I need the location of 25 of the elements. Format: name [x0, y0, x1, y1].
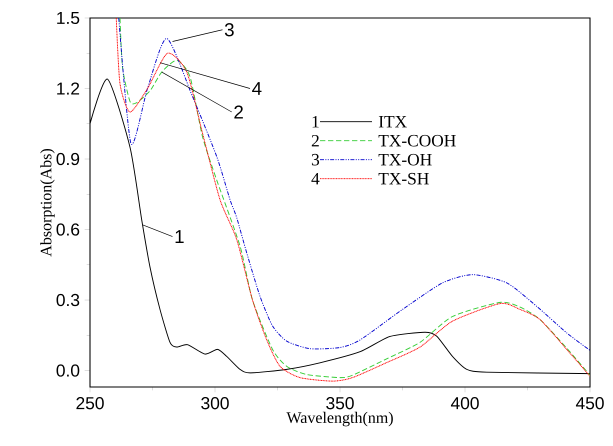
y-tick-label: 0.0	[56, 364, 80, 377]
annotation: 1	[176, 230, 184, 243]
text: 2	[312, 134, 319, 146]
legend-label: TX-OH	[378, 154, 432, 166]
y-axis-title: Absorption(Abs)	[40, 148, 55, 257]
annotation: 4	[252, 82, 262, 95]
y-tick-label: 1.2	[57, 82, 80, 95]
x-tick-label: 400	[450, 397, 479, 410]
annotation: 3	[224, 23, 234, 36]
text: 1	[312, 116, 319, 128]
x-tick-label: 350	[326, 397, 354, 410]
annotation: 2	[234, 105, 243, 119]
x-axis-title: Wavelength(nm)	[286, 412, 393, 426]
text: 4	[311, 172, 320, 184]
x-tick-label: 250	[76, 397, 104, 410]
legend-label: TX-COOH	[378, 134, 456, 147]
x-tick-label: 300	[201, 397, 229, 410]
y-tick-label: 0.6	[56, 223, 80, 236]
y-tick-label: 1.5	[57, 12, 80, 24]
legend-label: ITX	[378, 116, 407, 128]
x-tick-label: 450	[576, 397, 604, 410]
legend-label: TX-SH	[378, 172, 429, 185]
text: 3	[312, 154, 320, 166]
y-tick-label: 0.3	[56, 294, 80, 306]
y-tick-label: 0.9	[56, 152, 80, 166]
